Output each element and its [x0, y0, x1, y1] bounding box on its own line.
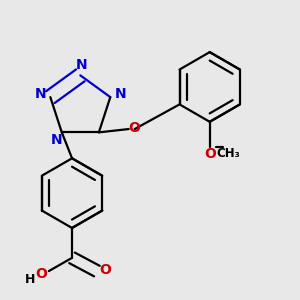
- Text: O: O: [204, 147, 216, 161]
- Text: O: O: [99, 263, 111, 278]
- Text: N: N: [51, 133, 63, 147]
- Text: O: O: [36, 267, 47, 281]
- Text: H: H: [26, 273, 36, 286]
- Text: N: N: [76, 58, 88, 72]
- Text: CH₃: CH₃: [216, 148, 240, 160]
- Text: N: N: [114, 88, 126, 101]
- Text: O: O: [129, 122, 141, 135]
- Text: N: N: [34, 88, 46, 101]
